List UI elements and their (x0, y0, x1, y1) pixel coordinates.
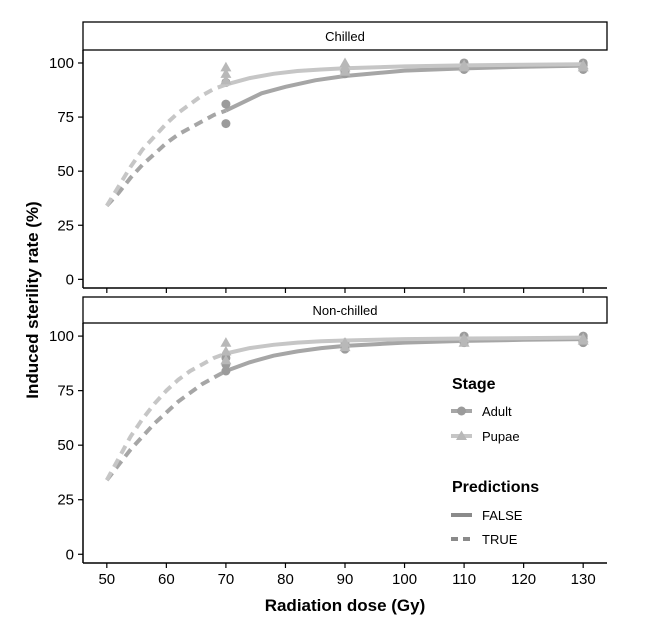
x-tick-label: 110 (452, 571, 476, 588)
y-tick-label: 25 (57, 492, 74, 509)
legend: Stage Adult Pupae Predictions FALSE TRUE (451, 376, 539, 547)
x-tick-label: 90 (337, 571, 354, 588)
series-pupae-predicted-curve (105, 82, 227, 207)
series-pupae-predicted-curve (105, 351, 227, 482)
data-point-adult (221, 119, 231, 129)
legend-false-label: FALSE (482, 508, 523, 523)
panel-1: Non-chilled 0 25 50 75 100 50 60 70 80 90 100 110 120… (49, 296, 608, 588)
legend-pupae-label: Pupae (482, 429, 520, 444)
legend-adult-point-key (457, 406, 466, 416)
data-point-adult (221, 366, 231, 376)
data-point-pupae (220, 337, 232, 347)
series-adult-fitted-curve (225, 337, 584, 373)
panel-strip-label: Chilled (325, 29, 365, 44)
series-pupae-fitted-curve (225, 335, 584, 356)
panels: Chilled 0 25 50 75 100 Non-chilled 0 25 50 75 100 50… (49, 21, 608, 588)
x-tick-label: 120 (511, 571, 536, 588)
data-point-pupae (220, 61, 232, 72)
x-tick-label: 130 (571, 571, 596, 588)
data-point-pupae (220, 354, 232, 365)
series-adult-predicted-curve (105, 108, 227, 208)
y-tick-label: 75 (57, 109, 74, 126)
legend-pupae-point-key (456, 430, 467, 440)
y-tick-label: 75 (57, 383, 74, 400)
legend-true-label: TRUE (482, 532, 518, 547)
legend-stage-title: Stage (452, 376, 496, 393)
y-tick-label: 25 (57, 217, 74, 234)
y-tick-label: 0 (66, 271, 74, 288)
y-tick-label: 0 (66, 546, 74, 563)
panel-strip-label: Non-chilled (312, 303, 377, 318)
panel-strip (82, 21, 608, 51)
x-axis-title: Radiation dose (Gy) (265, 596, 426, 615)
x-tick-label: 60 (158, 571, 175, 588)
legend-predictions-title: Predictions (452, 479, 539, 496)
x-tick-label: 100 (392, 571, 417, 588)
data-point-pupae (458, 59, 470, 70)
x-tick-label: 70 (218, 571, 235, 588)
legend-adult-label: Adult (482, 404, 512, 419)
y-axis-title: Induced sterility rate (%) (23, 201, 42, 398)
data-point-pupae (220, 345, 232, 356)
y-tick-label: 100 (49, 328, 74, 345)
x-tick-label: 50 (98, 571, 115, 588)
series-pupae-fitted-curve (225, 62, 584, 87)
data-point-adult (221, 99, 231, 109)
data-point-pupae (577, 332, 589, 343)
series-adult-fitted-curve (225, 63, 584, 113)
x-tick-label: 80 (277, 571, 294, 588)
data-point-pupae (220, 74, 232, 85)
data-point-pupae (577, 59, 589, 70)
panel-strip (82, 296, 608, 324)
y-tick-label: 100 (49, 55, 74, 72)
y-tick-label: 50 (57, 437, 74, 454)
data-point-pupae (220, 68, 232, 78)
y-tick-label: 50 (57, 163, 74, 180)
series-adult-predicted-curve (105, 369, 227, 482)
data-point-pupae (458, 332, 470, 343)
data-point-pupae (339, 57, 351, 68)
panel-0: Chilled 0 25 50 75 100 (49, 21, 608, 293)
data-point-pupae (339, 337, 351, 347)
